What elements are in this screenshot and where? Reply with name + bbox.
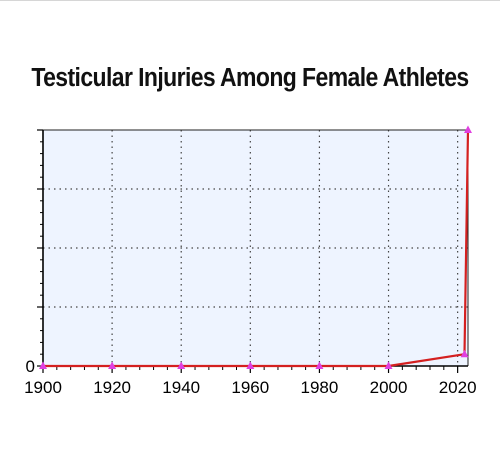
x-tick-label: 1940 xyxy=(162,378,200,397)
x-tick-label: 1920 xyxy=(93,378,131,397)
x-tick-label: 2020 xyxy=(439,378,477,397)
y-tick-label: 0 xyxy=(26,357,35,376)
data-point-marker xyxy=(108,361,117,369)
data-point-marker xyxy=(177,361,186,369)
x-tick-label: 1900 xyxy=(24,378,62,397)
data-point-marker xyxy=(460,349,469,358)
x-tick-label: 1960 xyxy=(231,378,269,397)
data-point-marker xyxy=(384,361,393,369)
data-point-marker xyxy=(315,361,324,369)
grid xyxy=(43,130,468,366)
chart-title: Testicular Injuries Among Female Athlete… xyxy=(31,62,469,92)
x-tick-label: 1980 xyxy=(301,378,339,397)
series-line xyxy=(43,129,470,368)
plot-area xyxy=(43,130,468,366)
data-point-marker xyxy=(39,361,47,369)
series-markers xyxy=(39,125,472,369)
data-point-marker xyxy=(464,125,472,133)
x-tick-label: 2000 xyxy=(370,378,408,397)
top-divider xyxy=(0,0,500,1)
tick-labels: 1900 1920 1940 1960 1980 2000 2020 0 xyxy=(24,357,476,397)
data-point-marker xyxy=(246,361,255,369)
